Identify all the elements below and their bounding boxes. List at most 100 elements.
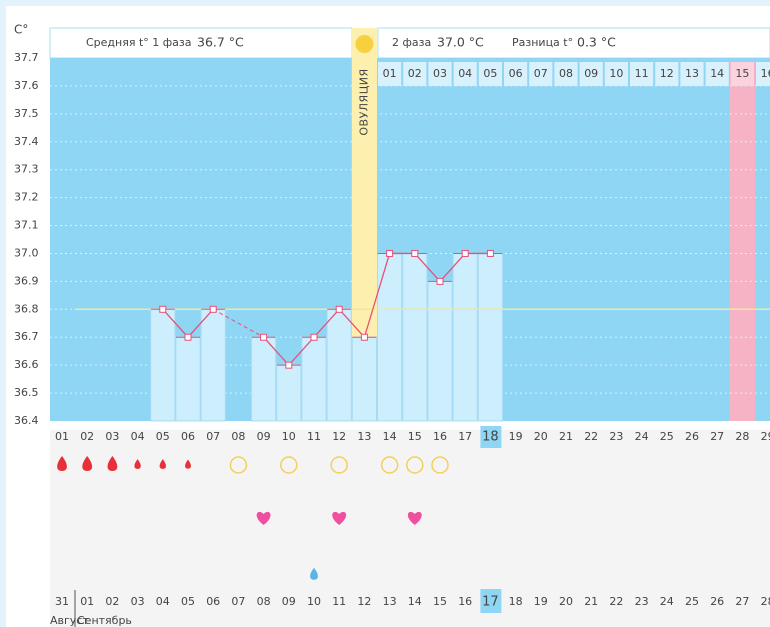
- post-ovulation-day: 06: [509, 67, 523, 80]
- post-ovulation-day: 03: [433, 67, 447, 80]
- date-label: 14: [408, 595, 422, 608]
- symbols-area: [50, 430, 770, 627]
- x-tick-label: 29: [761, 430, 770, 443]
- post-ovulation-cell: [604, 62, 628, 86]
- point: [486, 249, 494, 257]
- date-label: 31: [55, 595, 69, 608]
- post-ovulation-cell: [428, 62, 452, 86]
- post-ovulation-cell: [504, 62, 528, 86]
- date-label: 20: [559, 595, 573, 608]
- date-label: 03: [131, 595, 145, 608]
- bar: [175, 336, 201, 422]
- mucus-icon: [431, 456, 449, 474]
- x-tick-label: 10: [282, 430, 296, 443]
- date-label: 27: [735, 595, 749, 608]
- post-ovulation-cell: [478, 62, 502, 86]
- x-tick-label: 17: [458, 430, 472, 443]
- date-label: 19: [534, 595, 548, 608]
- bar: [200, 308, 226, 422]
- date-label: 08: [257, 595, 271, 608]
- x-tick-label: 21: [559, 430, 573, 443]
- x-tick-label: 16: [433, 430, 447, 443]
- x-tick-label: 13: [357, 430, 371, 443]
- post-ovulation-day: 10: [609, 67, 623, 80]
- date-label: 02: [105, 595, 119, 608]
- x-tick-label: 24: [635, 430, 649, 443]
- y-axis-label: C°: [14, 23, 28, 37]
- date-label: 15: [433, 595, 447, 608]
- x-tick-label: 04: [131, 430, 145, 443]
- point: [360, 333, 368, 341]
- mucus-icon: [280, 456, 298, 474]
- bar: [377, 252, 403, 422]
- today-box: [480, 426, 502, 448]
- today-box: [480, 589, 502, 613]
- drop-icon: [57, 456, 67, 471]
- x-tick-label: 20: [534, 430, 548, 443]
- x-tick-label: 03: [105, 430, 119, 443]
- date-label: 18: [509, 595, 523, 608]
- post-ovulation-day: 14: [710, 67, 724, 80]
- post-ovulation-day: 04: [458, 67, 472, 80]
- point: [411, 249, 419, 257]
- date-label: 26: [710, 595, 724, 608]
- post-ovulation-day: 08: [559, 67, 573, 80]
- x-tick-label: 08: [231, 430, 245, 443]
- bar: [326, 308, 352, 422]
- drop-icon: [185, 459, 191, 469]
- point: [260, 333, 268, 341]
- heart-icon: [256, 511, 271, 525]
- x-tick-label: 23: [609, 430, 623, 443]
- y-tick-label: 37.1: [14, 219, 39, 232]
- mucus-icon: [229, 456, 248, 474]
- point: [209, 305, 217, 313]
- x-tick-label: 07: [206, 430, 220, 443]
- gap-bridge: [212, 308, 264, 338]
- bar: [351, 336, 377, 422]
- bar: [427, 280, 453, 422]
- post-ovulation-day: 15: [735, 67, 749, 80]
- bar: [452, 252, 478, 422]
- temperature-line: [263, 252, 491, 367]
- drop-icon: [82, 456, 93, 471]
- date-label: 21: [584, 595, 598, 608]
- x-tick-label: 19: [509, 430, 523, 443]
- bar: [301, 336, 327, 422]
- date-label: 06: [206, 595, 220, 608]
- phase1-label: Средняя t° 1 фаза: [86, 36, 192, 49]
- month-label: Август: [50, 614, 89, 627]
- x-tick-label: 06: [181, 430, 195, 443]
- date-label: 25: [685, 595, 699, 608]
- drop-icon: [134, 459, 141, 469]
- date-label: 24: [660, 595, 674, 608]
- bar: [402, 252, 428, 422]
- point: [285, 361, 293, 369]
- date-label: 05: [181, 595, 195, 608]
- phase2-box: [377, 27, 770, 59]
- date-label: 11: [332, 595, 346, 608]
- post-ovulation-day: 07: [534, 67, 548, 80]
- post-ovulation-day: 12: [660, 67, 674, 80]
- date-label: 28: [761, 595, 770, 608]
- point: [335, 305, 343, 313]
- date-label: 23: [635, 595, 649, 608]
- bar: [251, 336, 277, 422]
- post-ovulation-cell: [730, 62, 754, 86]
- point: [436, 277, 444, 285]
- date-label: 13: [383, 595, 397, 608]
- point: [386, 249, 394, 257]
- y-tick-label: 37.3: [14, 163, 39, 176]
- post-ovulation-day: 13: [685, 67, 699, 80]
- post-ovulation-cell: [378, 62, 402, 86]
- y-tick-label: 36.9: [14, 274, 39, 287]
- post-ovulation-day: 16: [761, 67, 770, 80]
- x-tick-label: 14: [383, 430, 397, 443]
- x-tick-label: 05: [156, 430, 170, 443]
- post-ovulation-cell: [655, 62, 679, 86]
- post-ovulation-day: 05: [483, 67, 497, 80]
- drop-icon: [159, 459, 166, 469]
- drop-icon: [107, 456, 118, 471]
- date-label: 04: [156, 595, 170, 608]
- post-ovulation-cell: [403, 62, 427, 86]
- y-tick-label: 37.5: [14, 107, 39, 120]
